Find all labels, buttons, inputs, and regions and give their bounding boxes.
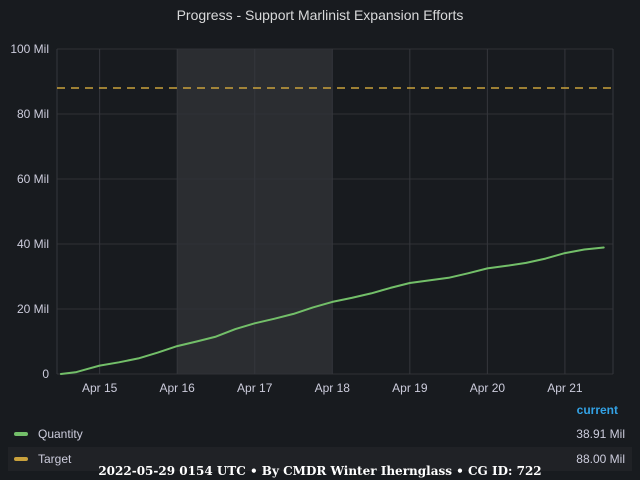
- x-tick-label: Apr 15: [82, 381, 118, 395]
- x-tick-label: Apr 21: [547, 381, 583, 395]
- y-tick-label: 40 Mil: [17, 237, 49, 251]
- y-tick-label: 20 Mil: [17, 302, 49, 316]
- x-tick-label: Apr 16: [160, 381, 196, 395]
- legend-value: 38.91 Mil: [576, 427, 625, 441]
- legend-label: Target: [38, 452, 72, 466]
- x-tick-label: Apr 17: [237, 381, 273, 395]
- y-tick-label: 0: [42, 367, 49, 381]
- legend-item-target[interactable]: Target 88.00 Mil: [8, 447, 632, 471]
- y-tick-label: 60 Mil: [17, 172, 49, 186]
- legend-label: Quantity: [38, 427, 83, 441]
- chart-title: Progress - Support Marlinist Expansion E…: [176, 7, 464, 23]
- legend-swatch-target: [14, 457, 28, 461]
- legend-swatch-quantity: [14, 432, 28, 436]
- y-tick-label: 100 Mil: [10, 42, 49, 56]
- x-tick-label: Apr 19: [392, 381, 428, 395]
- y-tick-label: 80 Mil: [17, 107, 49, 121]
- x-tick-label: Apr 18: [315, 381, 351, 395]
- line-chart: 0 20 Mil 40 Mil 60 Mil 80 Mil 100 Mil Apr 15 Ap…: [10, 42, 614, 395]
- legend-value-header[interactable]: current: [576, 403, 618, 417]
- legend-item-quantity[interactable]: Quantity 38.91 Mil: [8, 422, 632, 446]
- legend-value: 88.00 Mil: [576, 452, 625, 466]
- series-line-quantity: [59, 246, 605, 375]
- x-tick-label: Apr 20: [470, 381, 506, 395]
- footer-credit: 2022-05-29 0154 UTC • By CMDR Winter Ihe…: [98, 464, 542, 478]
